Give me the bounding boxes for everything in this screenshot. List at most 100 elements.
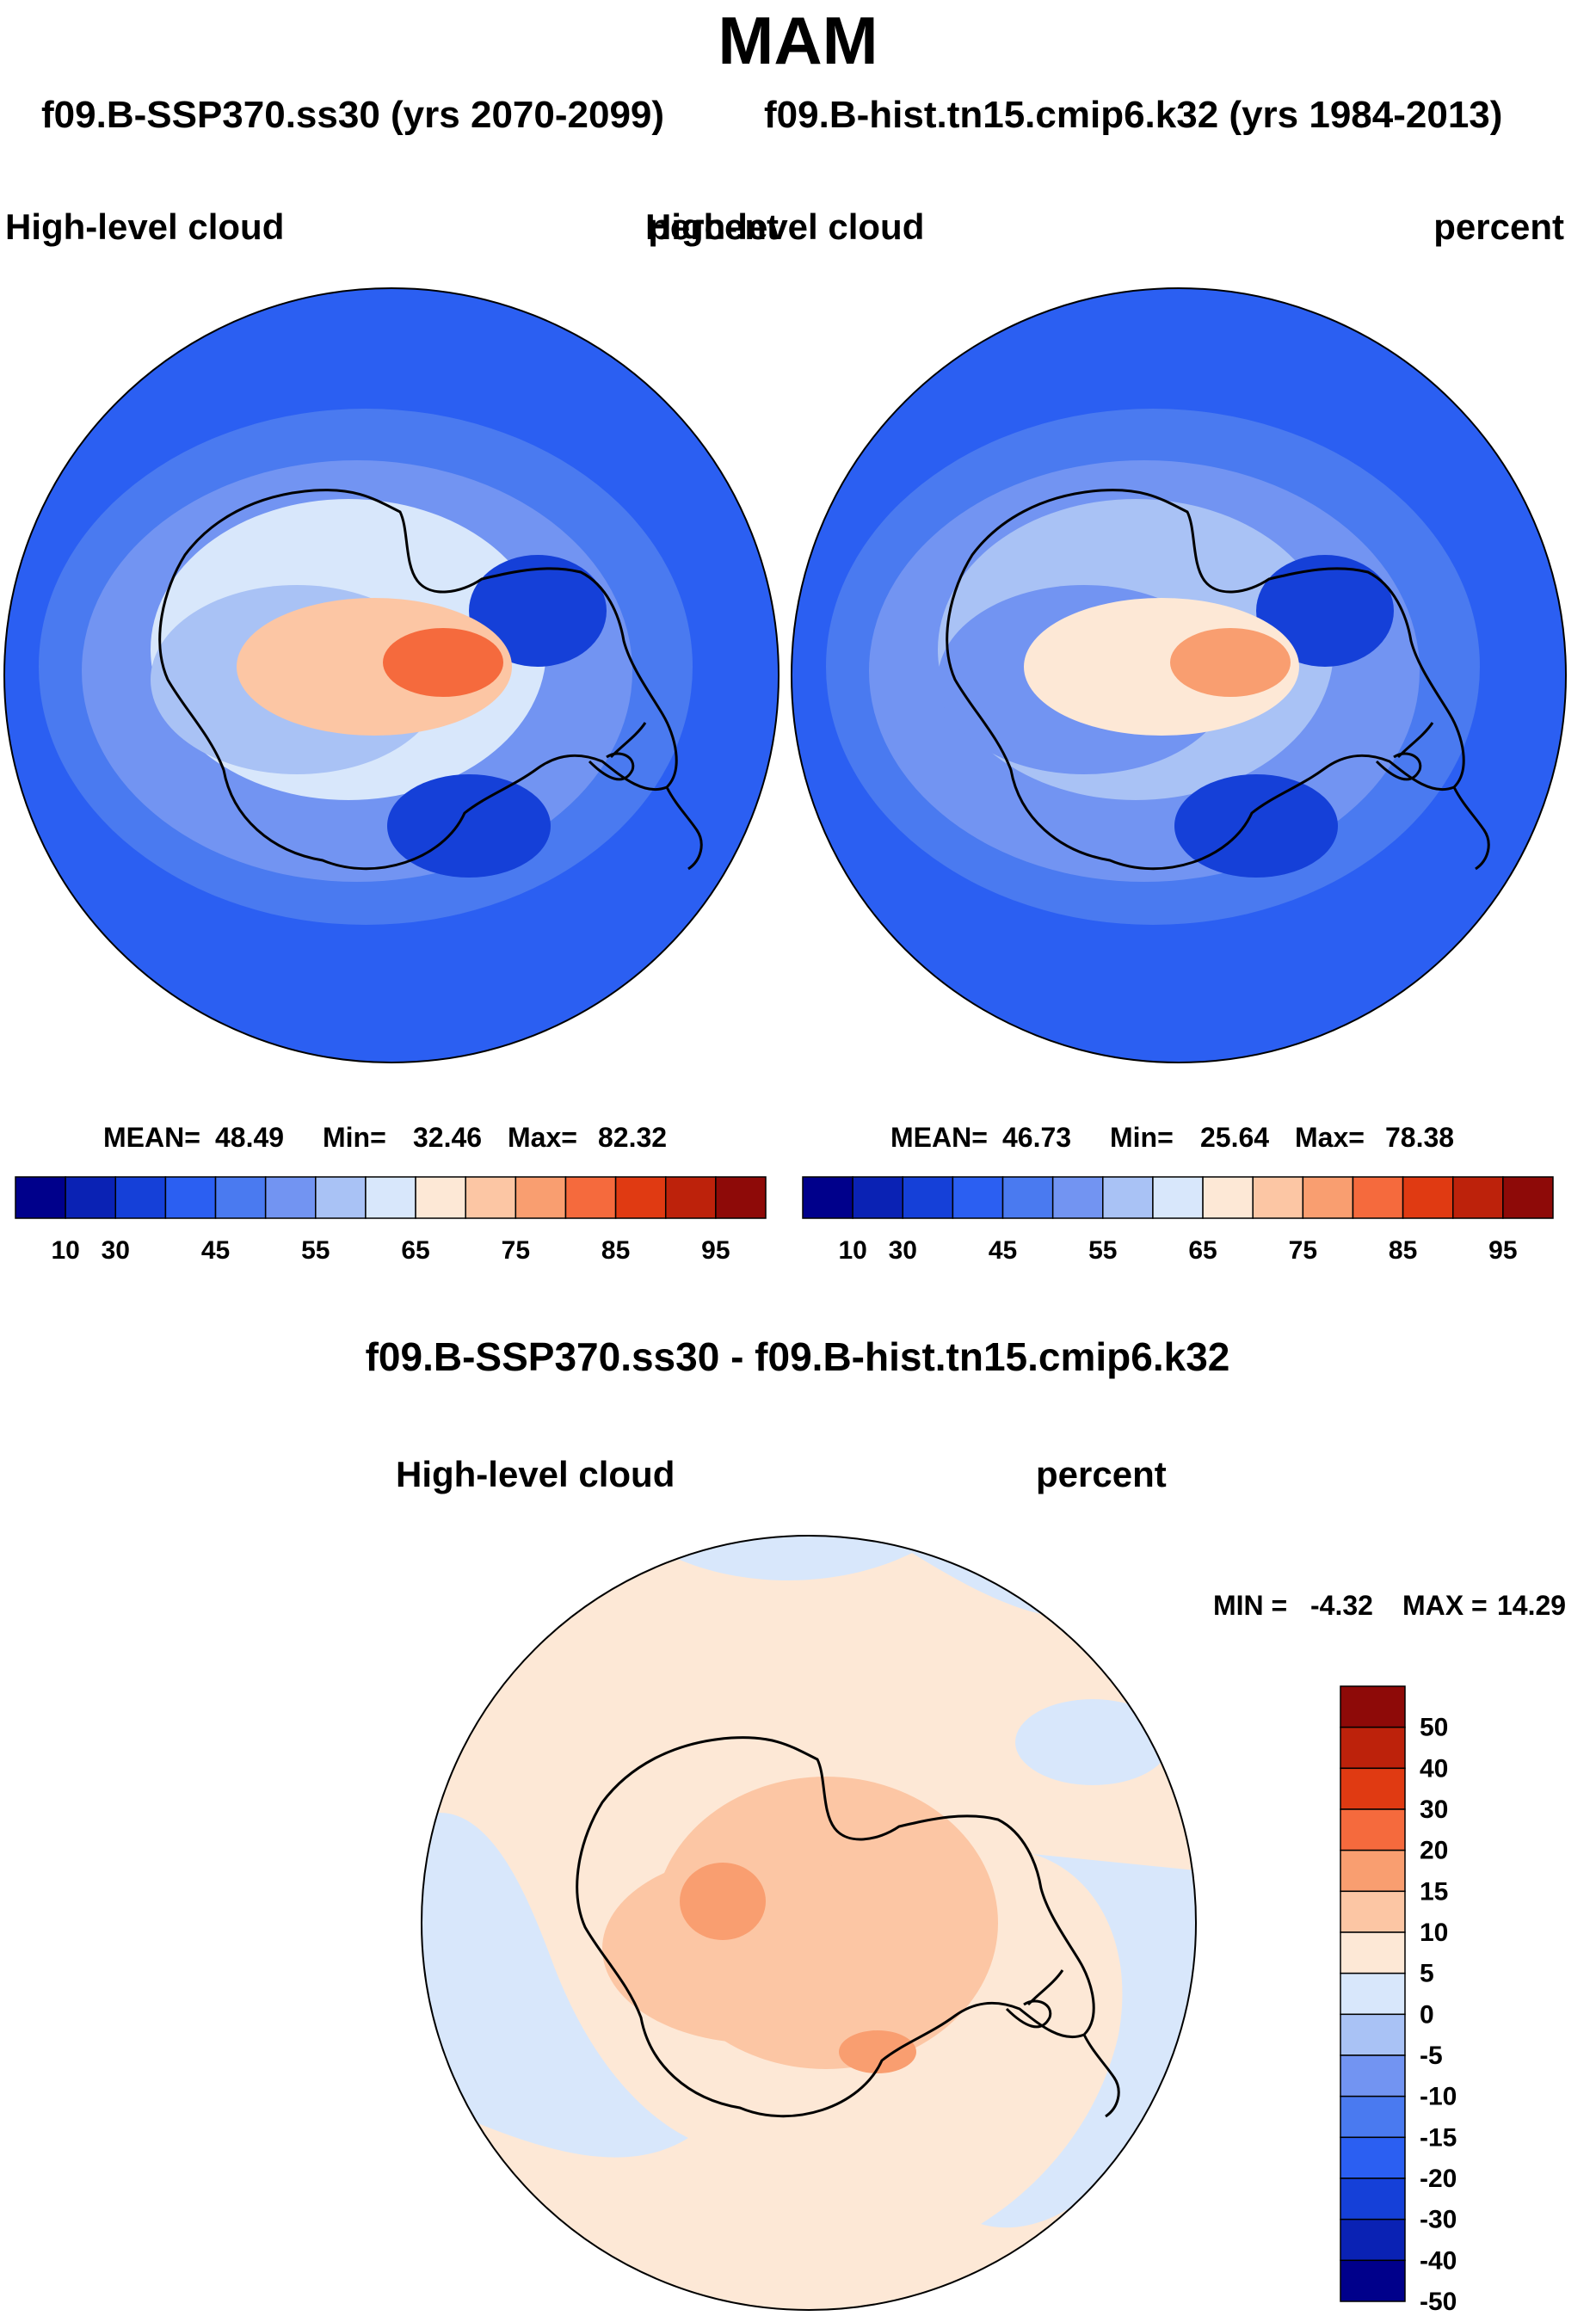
colorbar-tick-label: 75 — [502, 1236, 530, 1265]
colorbar-tick-label: 65 — [401, 1236, 429, 1265]
panel-a-units: percent — [648, 206, 779, 247]
colorbar-box — [852, 1176, 904, 1219]
colorbar-tick-label: 75 — [1289, 1236, 1317, 1265]
colorbar-tick-label: -10 — [1420, 2083, 1457, 2111]
colorbar-box — [1340, 1890, 1406, 1933]
field-weddell-low — [1174, 774, 1338, 878]
colorbar-box — [1302, 1176, 1354, 1219]
field-plateau-core — [1170, 628, 1291, 697]
diff-variable: High-level cloud — [396, 1454, 675, 1494]
colorbar-box — [1340, 1726, 1406, 1770]
colorbar-box — [164, 1176, 217, 1219]
case-a-title: f09.B-SSP370.ss30 (yrs 2070-2099) — [41, 94, 665, 136]
colorbar-box — [1340, 2095, 1406, 2139]
colorbar-tick-label: 15 — [1420, 1877, 1448, 1906]
diff-min: -4.32 — [1310, 1590, 1373, 1621]
colorbar-tick-label: 95 — [701, 1236, 730, 1265]
colorbar-tick-label: 45 — [201, 1236, 230, 1265]
colorbar-box — [802, 1176, 853, 1219]
colorbar-box — [264, 1176, 317, 1219]
colorbar-box — [515, 1176, 567, 1219]
main-title: MAM — [718, 3, 878, 78]
colorbar-box — [65, 1176, 117, 1219]
panel-b-units: percent — [1433, 206, 1564, 247]
field-wilkes-low — [469, 555, 607, 667]
diff-stats: MIN = -4.32 MAX = 14.29 — [1213, 1590, 1566, 1621]
field-wilkes-low — [1256, 555, 1394, 667]
panel-b-min-label: Min= — [1110, 1122, 1174, 1153]
map-boundary — [3, 287, 780, 1063]
colorbar-tick-label: -5 — [1420, 2042, 1443, 2070]
colorbar-tick-label: 10 — [838, 1236, 866, 1265]
colorbar-box — [1340, 1972, 1406, 2016]
colorbar-box — [1340, 2177, 1406, 2221]
colorbar-tick-label: -20 — [1420, 2165, 1457, 2193]
panel-a-map — [3, 287, 780, 1063]
panel-a-colorbar: 10 30 45 55 65 75 85 95 — [15, 1176, 767, 1265]
colorbar-box — [1451, 1176, 1504, 1219]
diff-max-label: MAX = — [1402, 1590, 1488, 1621]
panel-b-max: 78.38 — [1385, 1122, 1454, 1153]
diff-units: percent — [1036, 1454, 1167, 1494]
colorbar-box — [564, 1176, 617, 1219]
colorbar-tick-label: 45 — [989, 1236, 1017, 1265]
diff-peak — [839, 2030, 916, 2073]
colorbar-box — [1340, 2013, 1406, 2056]
colorbar-tick-label: -15 — [1420, 2123, 1457, 2152]
colorbar-tick-label: 50 — [1420, 1714, 1448, 1742]
panel-a-max-label: Max= — [508, 1122, 577, 1153]
colorbar-box — [1340, 1767, 1406, 1810]
colorbar-box — [114, 1176, 167, 1219]
colorbar-box — [952, 1176, 1004, 1219]
colorbar-tick-label: 55 — [1088, 1236, 1117, 1265]
panel-a-max: 82.32 — [598, 1122, 667, 1153]
colorbar-tick-label: 5 — [1420, 1960, 1434, 1988]
map-boundary — [421, 1535, 1197, 2311]
panel-a-variable: High-level cloud — [5, 206, 284, 247]
diff-negative-patch — [422, 1813, 688, 2158]
colorbar-box — [1352, 1176, 1404, 1219]
colorbar-box — [1001, 1176, 1054, 1219]
colorbar-box — [1340, 2136, 1406, 2179]
colorbar-box — [614, 1176, 667, 1219]
colorbar-box — [1402, 1176, 1454, 1219]
colorbar-tick-label: 20 — [1420, 1837, 1448, 1865]
diff-negative-patch — [1015, 1699, 1170, 1785]
diff-peak — [680, 1863, 766, 1940]
colorbar-tick-label: -40 — [1420, 2246, 1457, 2275]
colorbar-tick-label: 85 — [601, 1236, 630, 1265]
panel-b-map — [791, 287, 1567, 1063]
colorbar-box — [214, 1176, 267, 1219]
map-boundary — [791, 287, 1567, 1063]
panel-a-mean-label: MEAN= — [103, 1122, 200, 1153]
colorbar-box — [1252, 1176, 1304, 1219]
colorbar-tick-label: 30 — [1420, 1796, 1448, 1824]
diff-min-label: MIN = — [1213, 1590, 1287, 1621]
colorbar-tick-label: 85 — [1389, 1236, 1417, 1265]
colorbar-tick-label: 65 — [1188, 1236, 1217, 1265]
diff-map — [421, 1535, 1197, 2311]
colorbar-box — [1340, 2218, 1406, 2262]
field-plateau-core — [383, 628, 503, 697]
colorbar-box — [315, 1176, 367, 1219]
colorbar-tick-label: 30 — [102, 1236, 130, 1265]
colorbar-box — [715, 1176, 767, 1219]
colorbar-box — [1340, 2259, 1406, 2302]
colorbar-box — [1152, 1176, 1204, 1219]
case-b-title: f09.B-hist.tn15.cmip6.k32 (yrs 1984-2013… — [764, 94, 1503, 136]
colorbar-tick-label: 30 — [889, 1236, 917, 1265]
panel-a-min-label: Min= — [323, 1122, 386, 1153]
panel-b-mean: 46.73 — [1002, 1122, 1071, 1153]
panel-b-mean-label: MEAN= — [890, 1122, 988, 1153]
colorbar-tick-label: -50 — [1420, 2288, 1457, 2316]
panel-b-min: 25.64 — [1200, 1122, 1269, 1153]
diff-max: 14.29 — [1497, 1590, 1566, 1621]
panel-b-variable: High-level cloud — [645, 206, 924, 247]
diff-negative-patch — [981, 1854, 1196, 2228]
colorbar-box — [365, 1176, 416, 1219]
colorbar-tick-label: 55 — [301, 1236, 330, 1265]
colorbar-box — [1340, 1685, 1406, 1728]
panel-a-min: 32.46 — [413, 1122, 482, 1153]
